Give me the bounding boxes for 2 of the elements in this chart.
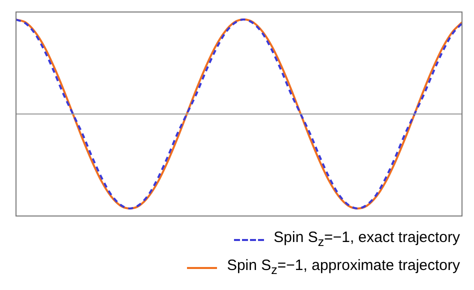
legend-label: Spin S$_{z}$=−1, exact trajectory <box>274 228 460 251</box>
legend-label: Spin S$_{z}$=−1, approximate trajectory <box>226 256 460 279</box>
